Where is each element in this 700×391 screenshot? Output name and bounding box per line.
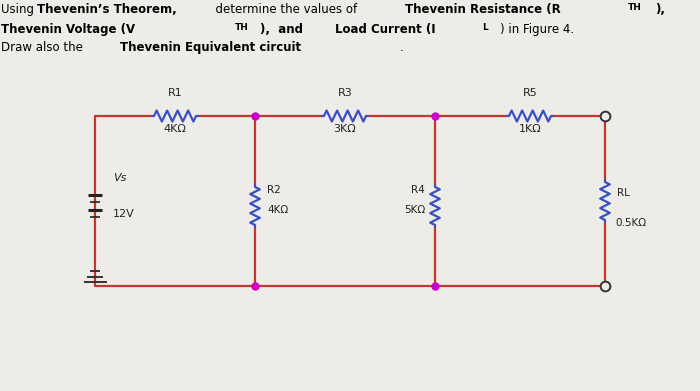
Text: TH: TH	[235, 23, 249, 32]
Text: Thevenin’s Theorem,: Thevenin’s Theorem,	[37, 3, 176, 16]
Text: R2: R2	[267, 185, 281, 195]
Text: Thevenin Equivalent circuit: Thevenin Equivalent circuit	[120, 41, 301, 54]
Text: L: L	[482, 23, 488, 32]
Text: ),  and: ), and	[260, 23, 307, 36]
Text: Draw also the: Draw also the	[1, 41, 87, 54]
Text: RL: RL	[617, 188, 630, 198]
Text: Load Current (I: Load Current (I	[335, 23, 435, 36]
Text: 1KΩ: 1KΩ	[519, 124, 541, 134]
Text: R1: R1	[167, 88, 183, 98]
Text: ) in Figure 4.: ) in Figure 4.	[500, 23, 574, 36]
Text: 4KΩ: 4KΩ	[164, 124, 186, 134]
Text: 0.5KΩ: 0.5KΩ	[615, 218, 646, 228]
Text: Vs: Vs	[113, 173, 127, 183]
Text: Thevenin Voltage (V: Thevenin Voltage (V	[1, 23, 135, 36]
Text: 5KΩ: 5KΩ	[404, 205, 425, 215]
Text: R3: R3	[337, 88, 352, 98]
Text: Thevenin Resistance (R: Thevenin Resistance (R	[405, 3, 561, 16]
Text: 4KΩ: 4KΩ	[267, 205, 288, 215]
Text: 12V: 12V	[113, 209, 134, 219]
Text: 3KΩ: 3KΩ	[334, 124, 356, 134]
Text: ),: ),	[655, 3, 665, 16]
Text: R5: R5	[523, 88, 538, 98]
Text: determine the values of: determine the values of	[208, 3, 365, 16]
Text: .: .	[400, 41, 404, 54]
Text: R4: R4	[412, 185, 425, 195]
Text: TH: TH	[628, 3, 642, 12]
Text: Using: Using	[1, 3, 38, 16]
